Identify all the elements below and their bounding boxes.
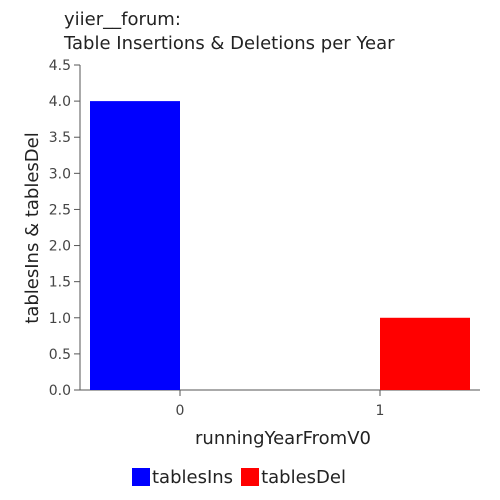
x-tick-label: 1 <box>376 403 385 419</box>
bar-tablesDel-1 <box>380 317 470 390</box>
y-tick-label: 1.5 <box>49 275 71 291</box>
y-tick-label: 4.0 <box>49 94 71 110</box>
y-tick-label: 3.0 <box>49 166 71 182</box>
y-tick-label: 0.5 <box>49 347 71 363</box>
bars <box>90 101 470 390</box>
y-tick-label: 2.0 <box>49 239 71 255</box>
x-axis-label: runningYearFromV0 <box>195 428 371 449</box>
y-tick-label: 4.5 <box>49 58 71 74</box>
legend-item-tablesDel: tablesDel <box>241 467 346 488</box>
legend-swatch-tablesIns <box>132 468 150 486</box>
bar-tablesIns-0 <box>90 101 180 390</box>
x-tick-label: 0 <box>176 403 185 419</box>
y-tick-label: 1.0 <box>49 311 71 327</box>
y-tick-label: 0.0 <box>49 383 71 399</box>
legend: tablesIns tablesDel <box>132 466 354 488</box>
legend-label-tablesDel: tablesDel <box>261 466 346 488</box>
chart-title-line-1: yiier__forum: <box>64 9 181 30</box>
y-axis-label: tablesIns & tablesDel <box>22 132 43 323</box>
chart-title-line-2: Table Insertions & Deletions per Year <box>64 33 395 54</box>
y-axis: 0.0 0.5 1.0 1.5 2.0 2.5 3.0 3.5 4.0 4.5 <box>49 58 81 399</box>
legend-item-tablesIns: tablesIns <box>132 467 233 488</box>
legend-label-tablesIns: tablesIns <box>152 466 234 488</box>
legend-swatch-tablesDel <box>241 468 260 486</box>
y-tick-label: 3.5 <box>49 130 71 146</box>
y-tick-label: 2.5 <box>49 202 71 218</box>
